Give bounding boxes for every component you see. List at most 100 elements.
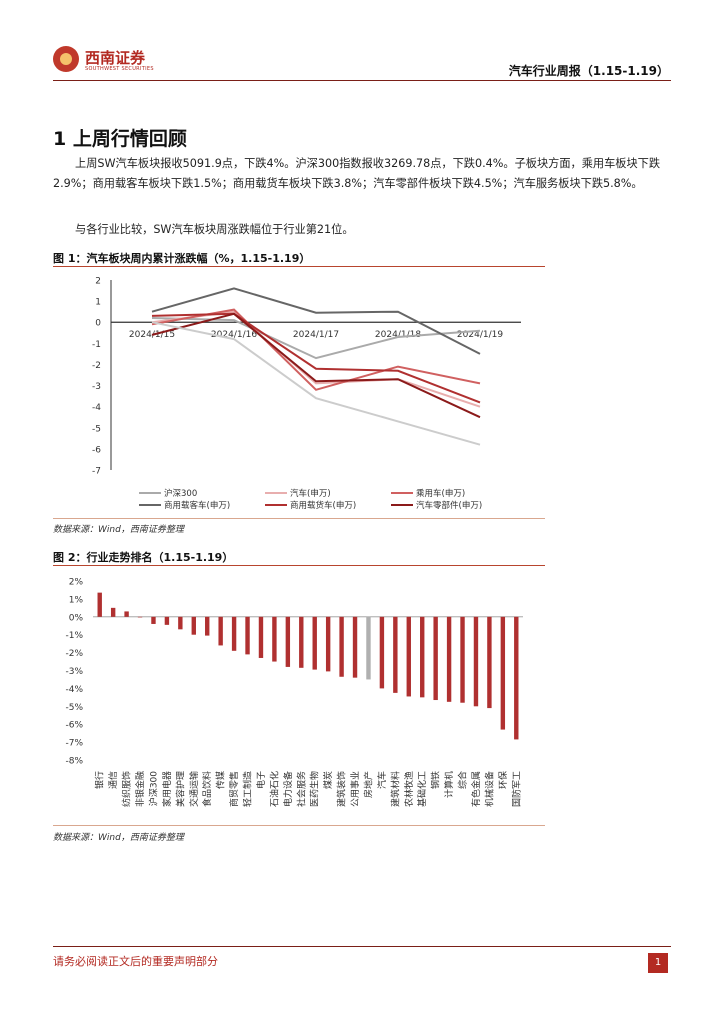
bar-房地产 <box>366 616 371 680</box>
y-tick-label: -3% <box>65 667 83 677</box>
page-number: 1 <box>648 953 668 973</box>
category-label: 农林牧渔 <box>403 771 415 807</box>
category-label: 轻工制造 <box>242 771 254 807</box>
category-label: 通信 <box>107 771 119 789</box>
category-label: 食品饮料 <box>201 771 213 807</box>
bar-商贸零售 <box>231 616 237 651</box>
brand-name-en: SOUTHWEST SECURITIES <box>85 66 154 72</box>
category-label: 医药生物 <box>309 771 321 807</box>
legend-label: 汽车零部件(申万) <box>416 500 482 511</box>
figure1-title: 图 1：汽车板块周内累计涨跌幅（%，1.15-1.19） <box>53 252 311 265</box>
line-chart: 2 1 0 -1 -2 -3 -4 -5 -6 -7 2024/1/15 2024/1/16 2024/… <box>92 277 521 511</box>
bar-美容护理 <box>178 616 183 630</box>
y-tick-label: 0% <box>69 613 84 623</box>
legend-label: 汽车(申万) <box>290 488 331 499</box>
disclaimer-note: 请务必阅读正文后的重要声明部分 <box>53 955 218 968</box>
category-label: 建筑材料 <box>389 771 401 807</box>
y-tick-label: 2% <box>69 578 84 588</box>
category-label: 公用事业 <box>349 771 361 807</box>
y-tick-label: -4 <box>92 403 101 413</box>
figure2-bottom-rule <box>53 825 545 826</box>
x-tick-label: 2024/1/19 <box>457 330 503 340</box>
y-tick-label: 2 <box>95 277 101 287</box>
category-label: 家用电器 <box>161 771 173 807</box>
y-tick-label: -3 <box>92 382 101 392</box>
x-tick-label: 2024/1/17 <box>293 330 339 340</box>
category-label: 建筑装饰 <box>336 771 348 807</box>
bar-chart: 2% 1% 0% -1% -2% -3% -4% -5% -6% -7% -8% 银行 通信 纺织服饰 非银… <box>65 578 523 807</box>
bar-电子 <box>258 616 264 658</box>
y-tick-label: -6% <box>65 721 83 731</box>
legend-label: 沪深300 <box>164 488 197 499</box>
y-tick-label: -5 <box>92 424 101 434</box>
bar-家用电器 <box>164 616 170 625</box>
legend-label: 商用载货车(申万) <box>290 500 356 511</box>
category-label: 有色金属 <box>470 771 482 807</box>
bar-煤炭 <box>325 616 331 672</box>
y-tick-label: -2% <box>65 649 83 659</box>
category-label: 社会服务 <box>295 771 307 807</box>
category-label: 综合 <box>457 771 469 789</box>
bar-非银金融 <box>137 616 143 618</box>
bar-农林牧渔 <box>406 616 411 697</box>
bar-食品饮料 <box>205 616 210 636</box>
legend-label: 乘用车(申万) <box>416 488 465 499</box>
bar-有色金属 <box>473 616 479 707</box>
category-label: 钢铁 <box>430 771 442 789</box>
category-label: 美容护理 <box>174 771 186 807</box>
bar-建筑材料 <box>393 616 398 693</box>
y-tick-label: -7% <box>65 739 83 749</box>
x-tick-label: 2024/1/15 <box>129 330 175 340</box>
category-label: 交通运输 <box>188 771 200 807</box>
x-tick-label: 2024/1/18 <box>375 330 421 340</box>
category-label: 商贸零售 <box>228 771 240 807</box>
y-tick-label: -4% <box>65 685 83 695</box>
category-label: 纺织服饰 <box>121 771 133 807</box>
logo-mark-icon <box>53 46 79 72</box>
bar-通信 <box>110 607 116 617</box>
bar-石油石化 <box>272 616 277 662</box>
bar-社会服务 <box>299 616 304 668</box>
bar-传媒 <box>218 616 223 646</box>
y-tick-label: -2 <box>92 361 101 371</box>
ranking-paragraph: 与各行业比较，SW汽车板块周涨跌幅位于行业第21位。 <box>75 223 354 236</box>
category-label: 计算机 <box>443 771 455 798</box>
y-tick-label: -8% <box>65 757 83 767</box>
category-label: 国防军工 <box>510 771 522 807</box>
figure2-source: 数据来源：Wind，西南证券整理 <box>53 833 184 843</box>
series-line-商用载货车(申万) <box>151 312 481 404</box>
y-tick-label: 1 <box>95 298 101 308</box>
category-label: 银行 <box>94 771 106 789</box>
footer-divider <box>53 946 671 947</box>
category-label: 基础化工 <box>416 771 428 807</box>
y-tick-label: -7 <box>92 467 101 477</box>
y-tick-label: -5% <box>65 703 83 713</box>
figure2-top-rule <box>53 565 545 566</box>
bar-建筑装饰 <box>339 616 344 677</box>
x-tick-label: 2024/1/16 <box>211 330 257 340</box>
category-label: 煤炭 <box>322 771 334 789</box>
bar-交通运输 <box>191 616 196 635</box>
category-label: 电力设备 <box>282 771 294 807</box>
y-tick-label: 0 <box>95 319 101 329</box>
legend-label: 商用载客车(申万) <box>164 500 230 511</box>
bar-国防军工 <box>514 616 519 740</box>
bar-环保 <box>500 616 506 730</box>
category-label: 房地产 <box>362 771 374 798</box>
series-line-汽车服务 <box>151 321 481 446</box>
bar-基础化工 <box>420 616 425 698</box>
bar-钢铁 <box>433 616 438 701</box>
series-line-汽车(申万) <box>151 310 481 408</box>
category-label: 环保 <box>497 771 509 789</box>
category-label: 电子 <box>255 771 267 789</box>
figure1-bottom-rule <box>53 518 545 519</box>
figure1-top-rule <box>53 266 545 267</box>
figure1-source: 数据来源：Wind，西南证券整理 <box>53 525 184 535</box>
bar-公用事业 <box>352 616 358 678</box>
summary-paragraph: 上周SW汽车板块报收5091.9点，下跌4%。沪深300指数报收3269.78点… <box>53 157 661 190</box>
y-tick-label: 1% <box>69 595 84 605</box>
series-line-汽车零部件(申万) <box>151 312 481 419</box>
section-title: 1 上周行情回顾 <box>53 128 187 150</box>
bar-轻工制造 <box>245 616 250 655</box>
series-line-沪深300 <box>151 317 481 360</box>
